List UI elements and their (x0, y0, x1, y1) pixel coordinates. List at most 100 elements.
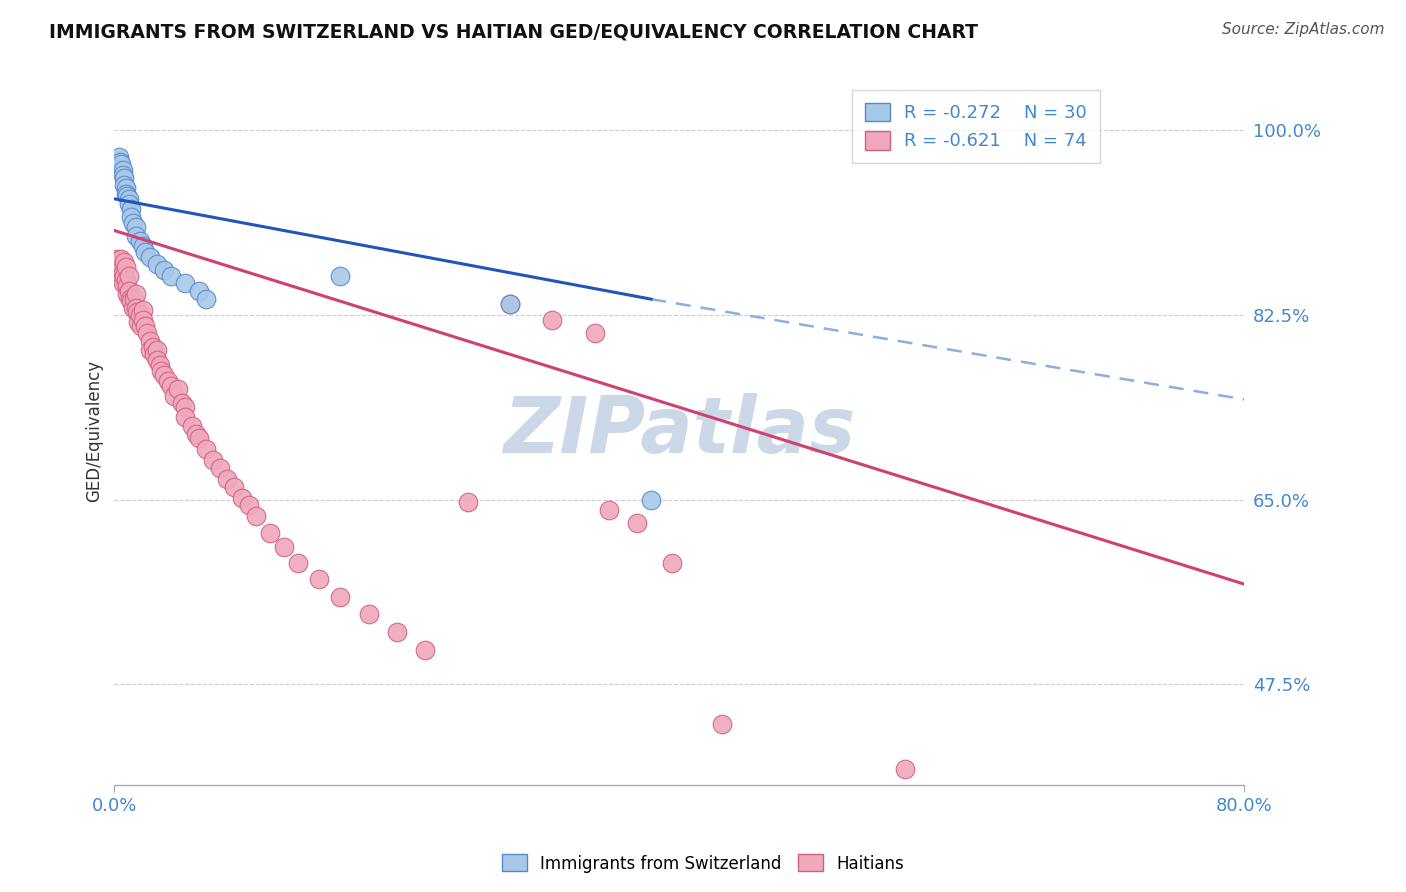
Point (167, 382, 190, 396)
Point (174, 277, 197, 291)
Point (499, 297, 522, 311)
Point (115, 188, 138, 202)
Point (111, 163, 134, 178)
Point (217, 472, 239, 486)
Point (150, 364, 173, 378)
Point (385, 624, 408, 639)
Point (114, 260, 136, 275)
Point (125, 305, 148, 319)
Point (127, 315, 149, 329)
Point (138, 334, 160, 349)
Point (111, 168, 134, 182)
Point (105, 252, 128, 266)
Point (128, 308, 150, 322)
Point (195, 442, 218, 456)
Point (188, 284, 211, 298)
Point (108, 271, 131, 285)
Point (107, 258, 129, 272)
Point (202, 452, 225, 467)
Point (153, 368, 176, 383)
Point (141, 340, 163, 354)
Point (108, 260, 131, 275)
Point (134, 318, 156, 333)
Point (110, 252, 132, 266)
Point (118, 292, 141, 306)
Point (661, 556, 683, 570)
Point (457, 495, 479, 509)
Point (146, 257, 169, 271)
Point (121, 216, 143, 230)
Point (131, 302, 153, 317)
Point (224, 480, 246, 494)
Point (131, 239, 153, 253)
Point (499, 297, 522, 311)
Point (186, 427, 208, 442)
Point (110, 157, 132, 171)
Point (117, 284, 139, 298)
Point (710, 716, 733, 731)
Point (157, 375, 180, 389)
Point (117, 192, 139, 206)
Point (111, 266, 134, 280)
Point (115, 279, 138, 293)
Point (413, 642, 436, 657)
Point (129, 318, 152, 333)
Point (153, 262, 176, 277)
Point (107, 150, 129, 164)
Point (172, 395, 194, 409)
Point (287, 556, 309, 570)
Point (541, 313, 564, 327)
Y-axis label: GED/Equivalency: GED/Equivalency (86, 360, 103, 502)
Point (112, 170, 135, 185)
Point (583, 326, 606, 340)
Point (174, 410, 197, 425)
Point (112, 178, 135, 193)
Point (231, 491, 253, 505)
Point (120, 202, 142, 217)
Legend: R = -0.272    N = 30, R = -0.621    N = 74: R = -0.272 N = 30, R = -0.621 N = 74 (852, 90, 1099, 163)
Text: ZIPatlas: ZIPatlas (503, 393, 855, 469)
Point (108, 154, 131, 169)
Point (128, 234, 150, 248)
Point (329, 268, 352, 283)
Point (115, 286, 138, 301)
Point (134, 244, 156, 259)
Point (259, 526, 281, 541)
Point (640, 492, 662, 507)
Point (146, 353, 169, 368)
Point (121, 301, 143, 315)
Point (122, 292, 145, 306)
Point (160, 268, 183, 283)
Point (110, 262, 132, 277)
Point (124, 228, 146, 243)
Point (114, 186, 136, 201)
Point (138, 250, 160, 264)
Point (626, 516, 648, 530)
Point (120, 210, 142, 224)
Point (117, 268, 139, 283)
Point (163, 389, 186, 403)
Text: Source: ZipAtlas.com: Source: ZipAtlas.com (1222, 22, 1385, 37)
Point (111, 277, 134, 291)
Point (120, 294, 142, 309)
Point (117, 197, 139, 211)
Point (124, 220, 146, 235)
Point (238, 498, 260, 512)
Point (329, 590, 352, 604)
Point (114, 181, 136, 195)
Point (143, 347, 166, 361)
Point (135, 326, 157, 340)
Text: IMMIGRANTS FROM SWITZERLAND VS HAITIAN GED/EQUIVALENCY CORRELATION CHART: IMMIGRANTS FROM SWITZERLAND VS HAITIAN G… (49, 22, 979, 41)
Point (273, 540, 295, 554)
Point (131, 313, 153, 327)
Point (209, 461, 232, 475)
Point (114, 273, 136, 287)
Point (138, 343, 160, 357)
Point (308, 572, 330, 586)
Point (160, 378, 183, 392)
Point (174, 400, 197, 414)
Point (894, 762, 917, 776)
Legend: Immigrants from Switzerland, Haitians: Immigrants from Switzerland, Haitians (495, 847, 911, 880)
Point (598, 503, 620, 517)
Point (124, 286, 146, 301)
